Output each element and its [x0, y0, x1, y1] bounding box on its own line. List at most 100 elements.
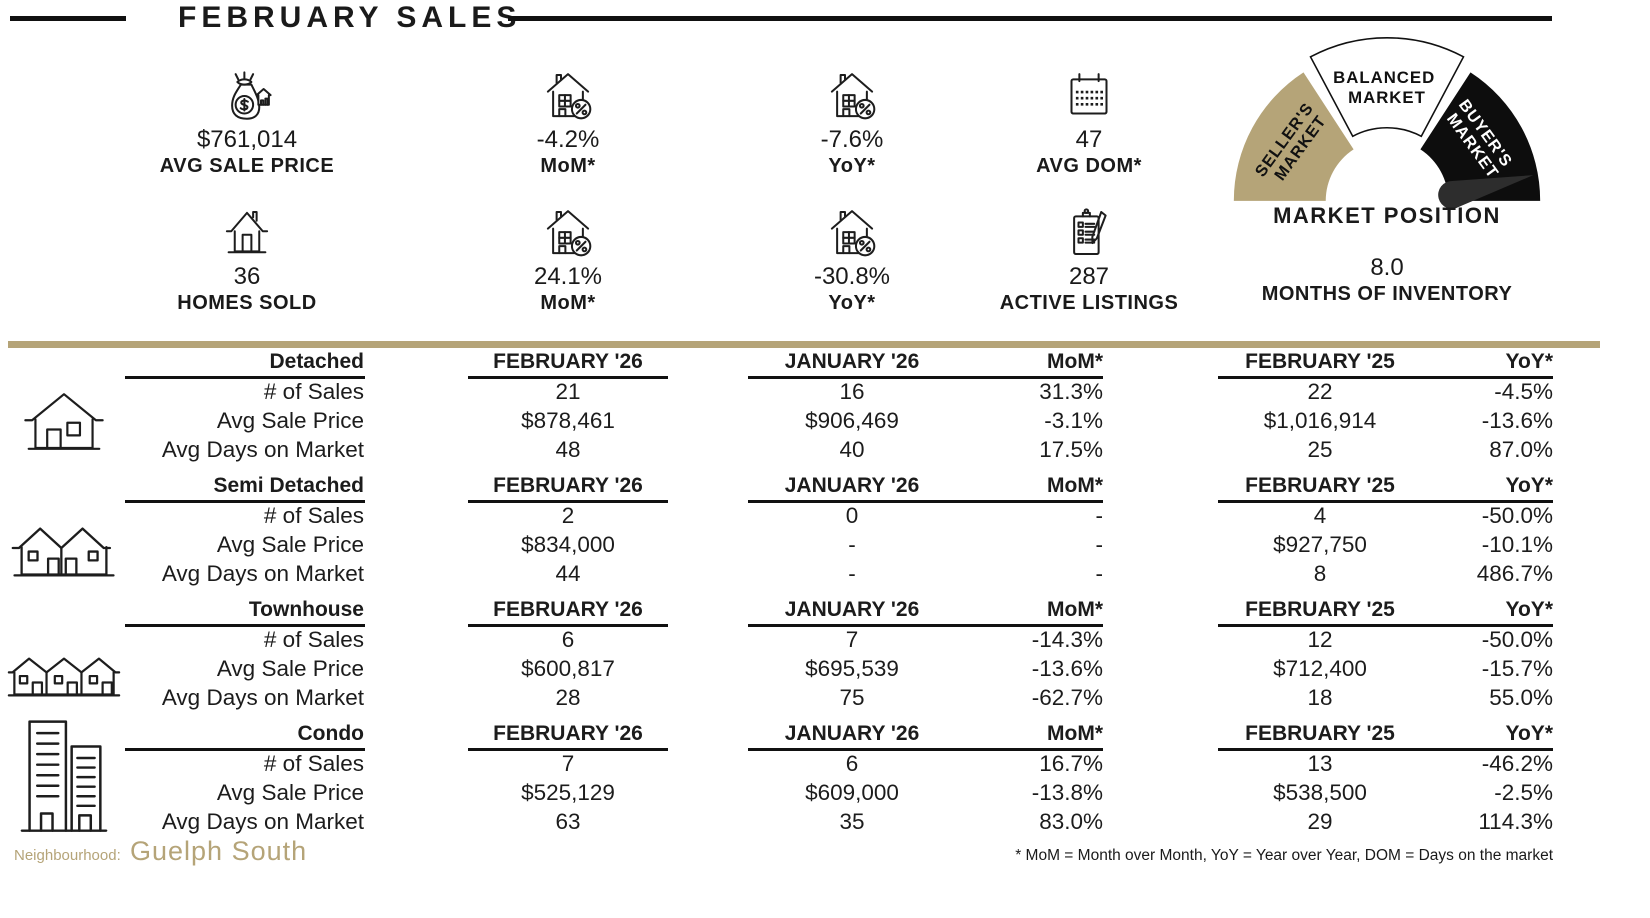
gauge-segment-buyers	[1420, 72, 1541, 201]
col-header-jan26: JANUARY '26	[784, 598, 920, 621]
cell-feb25: 18	[1307, 685, 1333, 710]
cell-yoy: 486.7%	[1476, 561, 1553, 586]
header-underline	[748, 624, 1103, 627]
title-rule-left	[10, 16, 126, 21]
stat-avg-dom: 47 AVG DOM*	[939, 68, 1239, 179]
house-percent-icon	[824, 68, 880, 124]
header-underline	[125, 624, 365, 627]
table-section: Townhouse FEBRUARY '26 JANUARY '26 MoM* …	[0, 596, 1650, 720]
cell-feb26: 48	[555, 437, 581, 462]
row-label: Avg Sale Price	[216, 408, 364, 433]
col-header-mom: MoM*	[1047, 350, 1103, 373]
semi-detached-house-icon	[6, 518, 122, 582]
stat-label: HOMES SOLD	[177, 292, 317, 314]
row-label: Avg Days on Market	[161, 685, 364, 710]
gauge-segment-sellers	[1233, 72, 1354, 201]
cell-yoy: 114.3%	[1478, 809, 1553, 834]
header-underline	[125, 376, 365, 379]
stat-active-listings: 287 ACTIVE LISTINGS	[939, 205, 1239, 316]
section-title: Condo	[297, 722, 364, 745]
neighbourhood-value: Guelph South	[130, 836, 308, 866]
stat-value: 287	[1068, 263, 1110, 290]
stat-value: $761,014	[196, 126, 298, 153]
col-header-feb25: FEBRUARY '25	[1245, 598, 1395, 621]
row-label: # of Sales	[263, 627, 364, 652]
townhouse-icon	[7, 657, 121, 697]
header-underline	[1218, 624, 1553, 627]
stat-value: 36	[233, 263, 261, 290]
col-header-mom: MoM*	[1047, 474, 1103, 497]
cell-yoy: -50.0%	[1481, 503, 1553, 528]
stat-mom-sold: 24.1% MoM*	[418, 205, 718, 316]
col-header-feb25: FEBRUARY '25	[1245, 722, 1395, 745]
header-underline	[468, 500, 668, 503]
cell-feb26: $525,129	[521, 780, 615, 805]
stat-label: MONTHS OF INVENTORY	[1261, 283, 1513, 305]
stat-yoy-price: -7.6% YoY*	[702, 68, 1002, 179]
cell-feb25: 22	[1307, 379, 1333, 404]
detached-house-icon	[6, 390, 122, 456]
col-header-yoy: YoY*	[1505, 474, 1553, 497]
col-header-mom: MoM*	[1047, 722, 1103, 745]
table-section: Condo FEBRUARY '26 JANUARY '26 MoM* FEBR…	[0, 720, 1650, 844]
stat-mom-price: -4.2% MoM*	[418, 68, 718, 179]
col-header-feb25: FEBRUARY '25	[1245, 350, 1395, 373]
house-percent-icon	[540, 68, 596, 124]
cell-jan26: $695,539	[805, 656, 899, 681]
gauge-needle	[1438, 175, 1534, 209]
section-title: Detached	[269, 350, 364, 373]
cell-feb25: $712,400	[1273, 656, 1367, 681]
col-header-feb26: FEBRUARY '26	[493, 722, 643, 745]
condo-building-icon	[6, 714, 122, 836]
cell-mom: -13.6%	[1031, 656, 1103, 681]
stat-value: 47	[1075, 126, 1103, 153]
cell-jan26: 7	[845, 627, 859, 652]
cell-jan26: 0	[845, 503, 859, 528]
page-title: FEBRUARY SALES	[178, 1, 522, 34]
cell-mom: -	[1095, 561, 1104, 586]
header-underline	[1218, 500, 1553, 503]
townhouse-icon	[6, 654, 122, 702]
row-label: Avg Days on Market	[161, 437, 364, 462]
cell-mom: -14.3%	[1031, 627, 1103, 652]
row-label: # of Sales	[263, 751, 364, 776]
row-label: Avg Days on Market	[161, 561, 364, 586]
cell-feb26: 6	[561, 627, 575, 652]
col-header-yoy: YoY*	[1505, 350, 1553, 373]
house-percent-icon	[824, 205, 880, 261]
cell-yoy: -13.6%	[1481, 408, 1553, 433]
cell-feb25: 13	[1307, 751, 1333, 776]
stat-avg-sale-price: $761,014 AVG SALE PRICE	[97, 68, 397, 179]
header-underline	[748, 376, 1103, 379]
header-underline	[125, 748, 365, 751]
cell-mom: -	[1095, 532, 1104, 557]
cell-feb25: $538,500	[1273, 780, 1367, 805]
stat-label: ACTIVE LISTINGS	[999, 292, 1179, 314]
stat-label: AVG DOM*	[1036, 155, 1142, 177]
section-title: Townhouse	[248, 598, 364, 621]
header-underline	[468, 624, 668, 627]
cell-feb25: 25	[1307, 437, 1333, 462]
stat-value: -7.6%	[820, 126, 884, 153]
cell-jan26: -	[848, 561, 856, 586]
gauge-label-balanced: BALANCED MARKET	[1333, 68, 1441, 107]
stat-label: MoM*	[540, 292, 596, 314]
col-header-feb26: FEBRUARY '26	[493, 474, 643, 497]
stat-homes-sold: 36 HOMES SOLD	[97, 205, 397, 316]
cell-yoy: 55.0%	[1489, 685, 1553, 710]
calendar-icon	[1061, 68, 1117, 124]
header-underline	[125, 500, 365, 503]
house-percent-icon	[540, 205, 596, 261]
section-title: Semi Detached	[213, 474, 364, 497]
cell-jan26: $609,000	[805, 780, 899, 805]
col-header-yoy: YoY*	[1505, 722, 1553, 745]
cell-mom: 83.0%	[1039, 809, 1103, 834]
cell-mom: 16.7%	[1039, 751, 1103, 776]
header-underline	[468, 748, 668, 751]
col-header-jan26: JANUARY '26	[784, 722, 920, 745]
table-section: Detached FEBRUARY '26 JANUARY '26 MoM* F…	[0, 348, 1650, 472]
cell-mom: -	[1095, 503, 1104, 528]
header-underline	[748, 500, 1103, 503]
condo-building-icon	[20, 720, 108, 832]
header-underline	[468, 376, 668, 379]
